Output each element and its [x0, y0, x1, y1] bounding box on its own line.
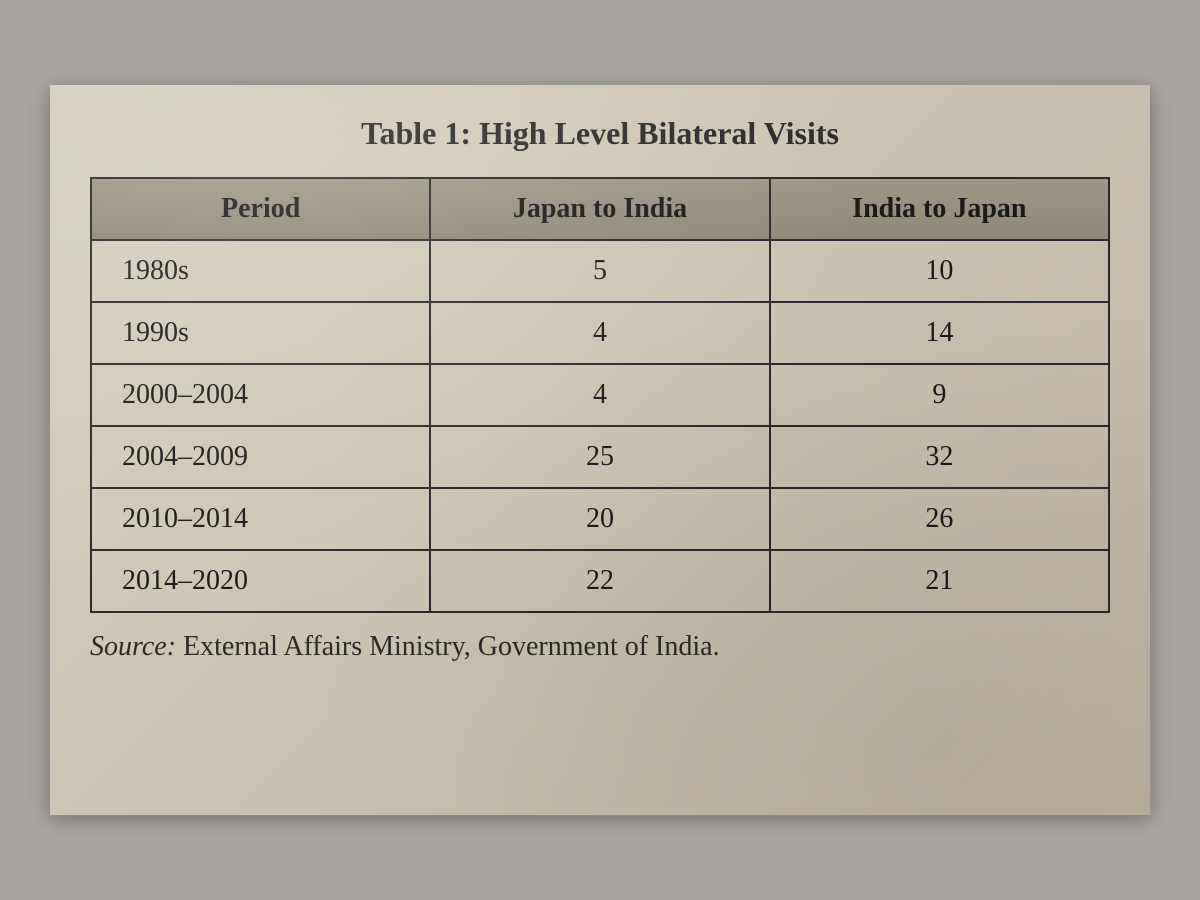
table-row: 2000–2004 4 9: [91, 364, 1109, 426]
cell-period: 1990s: [91, 302, 430, 364]
cell-japan-to-india: 20: [430, 488, 769, 550]
table-row: 2010–2014 20 26: [91, 488, 1109, 550]
cell-period: 2010–2014: [91, 488, 430, 550]
cell-india-to-japan: 10: [770, 240, 1109, 302]
cell-period: 2004–2009: [91, 426, 430, 488]
cell-india-to-japan: 21: [770, 550, 1109, 612]
cell-japan-to-india: 5: [430, 240, 769, 302]
cell-japan-to-india: 25: [430, 426, 769, 488]
col-header-period: Period: [91, 178, 430, 240]
table-title: Table 1: High Level Bilateral Visits: [90, 115, 1110, 152]
cell-japan-to-india: 4: [430, 302, 769, 364]
table-row: 2014–2020 22 21: [91, 550, 1109, 612]
col-header-india-to-japan: India to Japan: [770, 178, 1109, 240]
cell-period: 2000–2004: [91, 364, 430, 426]
table-row: 1980s 5 10: [91, 240, 1109, 302]
cell-period: 2014–2020: [91, 550, 430, 612]
col-header-japan-to-india: Japan to India: [430, 178, 769, 240]
cell-japan-to-india: 22: [430, 550, 769, 612]
cell-japan-to-india: 4: [430, 364, 769, 426]
paper-page: Table 1: High Level Bilateral Visits Per…: [50, 85, 1150, 815]
cell-india-to-japan: 26: [770, 488, 1109, 550]
source-line: Source: External Affairs Ministry, Gover…: [90, 631, 1110, 663]
cell-india-to-japan: 9: [770, 364, 1109, 426]
cell-india-to-japan: 14: [770, 302, 1109, 364]
source-text: External Affairs Ministry, Government of…: [176, 631, 720, 662]
table-row: 1990s 4 14: [91, 302, 1109, 364]
source-label: Source:: [90, 631, 176, 662]
table-row: 2004–2009 25 32: [91, 426, 1109, 488]
cell-india-to-japan: 32: [770, 426, 1109, 488]
table-header-row: Period Japan to India India to Japan: [91, 178, 1109, 240]
bilateral-visits-table: Period Japan to India India to Japan 198…: [90, 177, 1110, 613]
cell-period: 1980s: [91, 240, 430, 302]
